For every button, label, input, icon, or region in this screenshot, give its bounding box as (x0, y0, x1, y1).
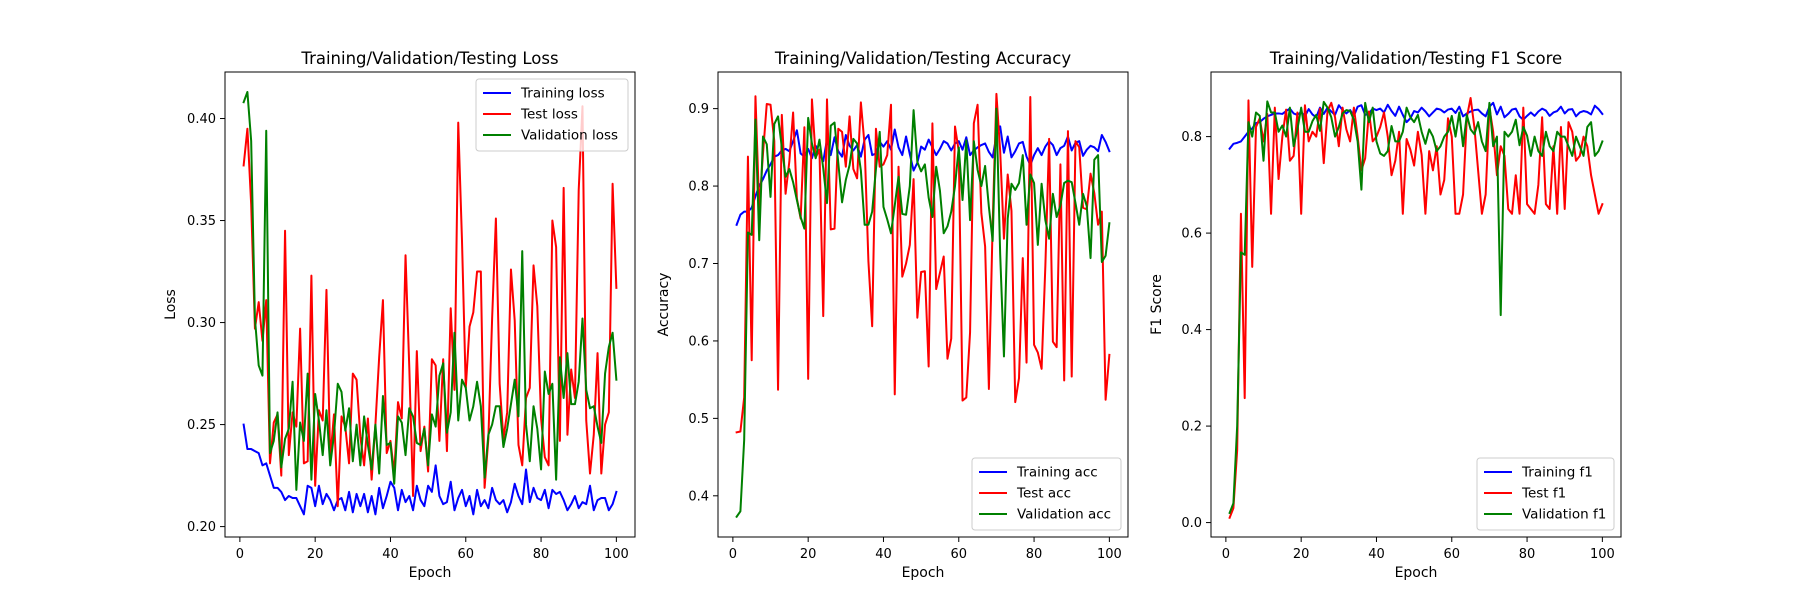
chart-title: Training/Validation/Testing Accuracy (774, 49, 1072, 68)
y-tick-label: 0.20 (187, 520, 216, 535)
y-tick-label: 0.6 (1181, 227, 1202, 242)
y-axis-label: Accuracy (656, 273, 672, 337)
legend-label: Validation loss (521, 128, 618, 144)
series-line (735, 125, 1111, 227)
x-tick-label: 100 (1590, 547, 1615, 562)
legend: Training f1 Test f1 Validation f1 (1476, 457, 1615, 531)
legend-label: Test acc (1016, 486, 1071, 502)
chart-panel: 0 20 40 60 80 100 0.0 0.2 0.4 0.6 0.8 Training/Vali… (1149, 49, 1622, 581)
legend-box (1476, 457, 1615, 531)
x-tick-label: 40 (382, 547, 399, 562)
y-axis-label: F1 Score (1149, 274, 1165, 335)
y-tick-label: 0.9 (688, 102, 709, 117)
x-axis-label: Epoch (902, 565, 945, 581)
legend-box (475, 78, 629, 152)
chart-title: Training/Validation/Testing F1 Score (1269, 49, 1562, 68)
x-tick-label: 100 (1097, 547, 1122, 562)
x-tick-label: 60 (457, 547, 474, 562)
x-tick-label: 40 (875, 547, 892, 562)
legend-label: Training f1 (1521, 465, 1593, 481)
plot-frame (224, 71, 636, 538)
x-axis-label: Epoch (1395, 565, 1438, 581)
x-tick-label: 20 (307, 547, 324, 562)
x-tick-label: 80 (1026, 547, 1043, 562)
series-line (1228, 100, 1604, 515)
plot-frame (717, 71, 1129, 538)
legend-label: Training acc (1016, 465, 1098, 481)
x-tick-label: 0 (236, 547, 244, 562)
y-tick-label: 0.0 (1181, 516, 1202, 531)
x-tick-label: 80 (1519, 547, 1536, 562)
series-line (735, 107, 1111, 519)
legend-label: Test loss (520, 107, 578, 123)
x-tick-label: 80 (533, 547, 550, 562)
y-tick-label: 0.8 (1181, 130, 1202, 145)
chart-panel: 0 20 40 60 80 100 0.20 0.25 0.30 0.35 0.40 Training… (163, 49, 636, 581)
y-tick-label: 0.6 (688, 334, 709, 349)
y-tick-label: 0.30 (187, 316, 216, 331)
y-tick-label: 0.40 (187, 112, 216, 127)
y-tick-label: 0.25 (187, 418, 216, 433)
legend: Training acc Test acc Validation acc (971, 457, 1122, 531)
y-tick-label: 0.35 (187, 214, 216, 229)
legend-label: Validation acc (1017, 507, 1111, 523)
legend-box (971, 457, 1122, 531)
x-tick-label: 40 (1368, 547, 1385, 562)
x-tick-label: 60 (1443, 547, 1460, 562)
legend-label: Validation f1 (1522, 507, 1606, 523)
y-tick-label: 0.4 (688, 489, 709, 504)
series-line (242, 423, 618, 516)
y-tick-label: 0.4 (1181, 323, 1202, 338)
chart-title: Training/Validation/Testing Loss (300, 49, 558, 68)
x-tick-label: 20 (800, 547, 817, 562)
series-line (242, 105, 618, 508)
x-tick-label: 20 (1293, 547, 1310, 562)
x-tick-label: 100 (604, 547, 629, 562)
legend-label: Training loss (520, 86, 605, 102)
y-axis-label: Loss (163, 289, 179, 320)
legend: Training loss Test loss Validation loss (475, 78, 629, 152)
y-tick-label: 0.7 (688, 257, 709, 272)
y-tick-label: 0.5 (688, 412, 709, 427)
series-line (1228, 97, 1604, 520)
x-axis-label: Epoch (409, 565, 452, 581)
chart-panel: 0 20 40 60 80 100 0.4 0.5 0.6 0.7 0.8 0.9 Training/V… (656, 49, 1129, 581)
y-tick-label: 0.8 (688, 180, 709, 195)
legend-label: Test f1 (1521, 486, 1566, 502)
plot-frame (1210, 71, 1622, 538)
series-line (242, 91, 618, 491)
x-tick-label: 0 (1222, 547, 1230, 562)
y-tick-label: 0.2 (1181, 420, 1202, 435)
x-tick-label: 0 (729, 547, 737, 562)
series-line (1228, 101, 1604, 151)
x-tick-label: 60 (950, 547, 967, 562)
